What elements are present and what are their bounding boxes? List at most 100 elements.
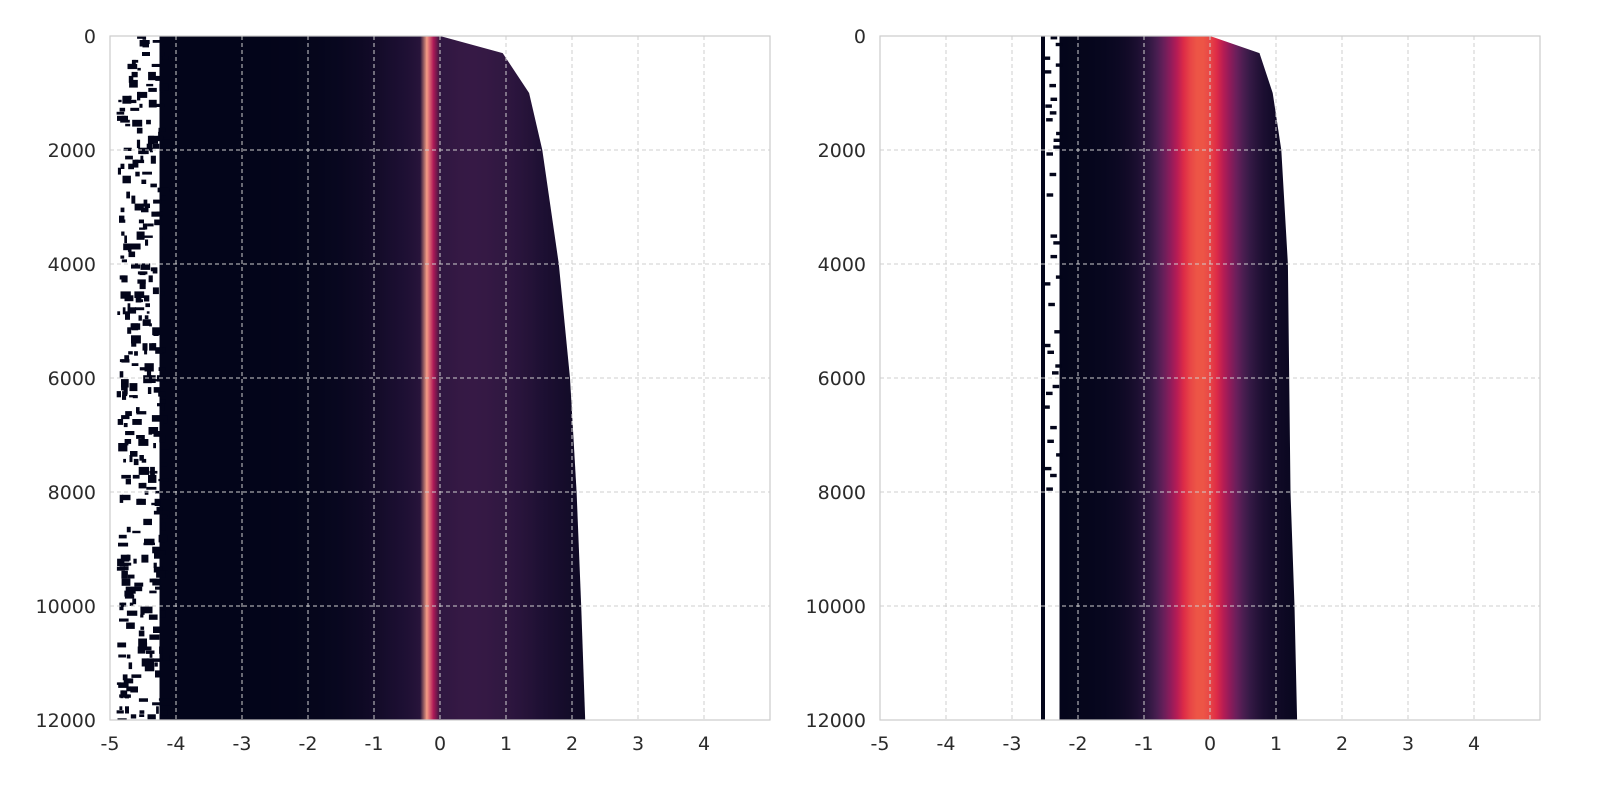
heatmap-cell xyxy=(120,119,130,123)
heatmap-cell xyxy=(140,263,151,270)
heatmap-cell xyxy=(156,570,166,578)
heatmap-cell xyxy=(126,526,131,533)
heatmap-cell xyxy=(118,443,128,452)
y-tick-labels-right: 0 2000 4000 6000 8000 10000 12000 xyxy=(806,26,866,732)
heatmap-cell xyxy=(160,399,166,404)
heatmap-cell xyxy=(146,143,153,151)
heatmap-cell xyxy=(121,415,130,420)
heatmap-cell xyxy=(162,347,166,353)
heatmap-cell xyxy=(158,127,166,133)
heatmap-cell xyxy=(1044,70,1052,74)
heatmap-cell xyxy=(119,562,129,567)
heatmap-cell xyxy=(154,662,158,667)
heatmap-cell xyxy=(1049,83,1056,88)
heatmap-cell xyxy=(153,431,160,437)
heatmap-cell xyxy=(1052,384,1060,389)
heatmap-cell xyxy=(118,654,126,658)
heatmap-cell xyxy=(122,383,127,391)
heatmap-cell xyxy=(125,478,131,485)
heatmap-cell xyxy=(158,367,166,371)
x-tick-label: 3 xyxy=(632,733,644,755)
heatmap-cell xyxy=(121,690,128,698)
x-tick-label: 4 xyxy=(698,733,710,755)
heatmap-panel-right: -5 -4 -3 -2 -1 0 1 2 3 4 0 2000 4000 6000 8000 10000 120… xyxy=(806,26,1541,755)
x-tick-labels-left: -5 -4 -3 -2 -1 0 1 2 3 4 xyxy=(101,733,711,755)
heatmap-cell xyxy=(146,486,157,490)
heatmap-cell xyxy=(151,502,157,506)
heatmap-cell xyxy=(139,714,145,717)
heatmap-cell xyxy=(157,135,164,142)
heatmap-cell xyxy=(126,191,130,199)
heatmap-cell xyxy=(160,87,164,93)
heatmap-cell xyxy=(150,155,156,164)
heatmap-cell xyxy=(126,610,138,616)
heatmap-cell xyxy=(160,698,172,706)
y-tick-label: 0 xyxy=(854,26,866,48)
heatmap-cell xyxy=(127,327,132,334)
heatmap-cell xyxy=(1053,145,1060,149)
heatmap-cell xyxy=(1045,104,1052,108)
heatmap-cell xyxy=(152,287,159,295)
heatmap-cell xyxy=(142,36,147,40)
heatmap-cell xyxy=(1046,193,1054,197)
heatmap-cell xyxy=(141,207,149,213)
y-tick-label: 6000 xyxy=(818,368,866,390)
heatmap-cell xyxy=(137,646,146,654)
heatmap-cell xyxy=(117,642,127,648)
heatmap-cell xyxy=(137,91,148,98)
heatmap-cell xyxy=(116,391,121,398)
heatmap-cell xyxy=(122,175,131,184)
heatmap-cell xyxy=(155,347,164,354)
heatmap-cell xyxy=(119,618,129,622)
heatmap-cell xyxy=(141,646,152,651)
heatmap-cell xyxy=(124,295,134,302)
heatmap-cell xyxy=(139,710,145,714)
heatmap-cell xyxy=(120,163,125,169)
heatmap-cell xyxy=(119,706,123,710)
heatmap-cell xyxy=(146,658,154,667)
heatmap-cell xyxy=(153,566,163,573)
heatmap-cell xyxy=(1049,111,1057,115)
heatmap-cell xyxy=(153,331,159,336)
heatmap-cell xyxy=(1047,350,1054,354)
heatmap-cell xyxy=(1056,453,1063,457)
heatmap-cell xyxy=(131,323,139,331)
heatmap-cell xyxy=(149,343,157,351)
heatmap-cell xyxy=(151,63,160,67)
heatmap-cell xyxy=(155,490,163,494)
heatmap-cell xyxy=(121,259,127,263)
heatmap-cell xyxy=(126,622,135,629)
x-tick-label: 1 xyxy=(1270,733,1282,755)
heatmap-cell xyxy=(144,315,149,320)
heatmap-cell xyxy=(158,534,166,543)
heatmap-cell xyxy=(148,99,157,108)
heatmap-cell xyxy=(161,462,168,467)
heatmap-cell xyxy=(123,566,129,571)
heatmap-cell xyxy=(124,594,135,599)
heatmap-cell xyxy=(142,203,150,207)
heatmap-cell xyxy=(132,474,140,479)
x-tick-label: -3 xyxy=(1003,733,1022,755)
heatmap-cell xyxy=(146,311,150,314)
x-tick-label: -3 xyxy=(233,733,252,755)
heatmap-cell xyxy=(128,75,134,83)
heatmap-cell xyxy=(149,650,153,658)
heatmap-cell xyxy=(136,139,141,149)
heatmap-cell xyxy=(134,203,144,211)
x-tick-label: -5 xyxy=(871,733,890,755)
heatmap-cell xyxy=(119,275,126,280)
heatmap-cell xyxy=(129,455,133,463)
heatmap-cell xyxy=(153,626,163,633)
heatmap-cell xyxy=(153,510,163,515)
heatmap-cell xyxy=(159,83,169,91)
heatmap-cell xyxy=(148,275,153,283)
heatmap-cell xyxy=(122,95,132,104)
heatmap-cell xyxy=(1050,473,1057,478)
heatmap-cell xyxy=(122,602,127,607)
heatmap-cell xyxy=(132,159,139,168)
heatmap-cell xyxy=(118,99,122,103)
y-tick-label: 12000 xyxy=(806,710,866,732)
heatmap-cell xyxy=(145,239,149,246)
x-tick-label: 0 xyxy=(434,733,446,755)
heatmap-cell xyxy=(117,167,121,175)
